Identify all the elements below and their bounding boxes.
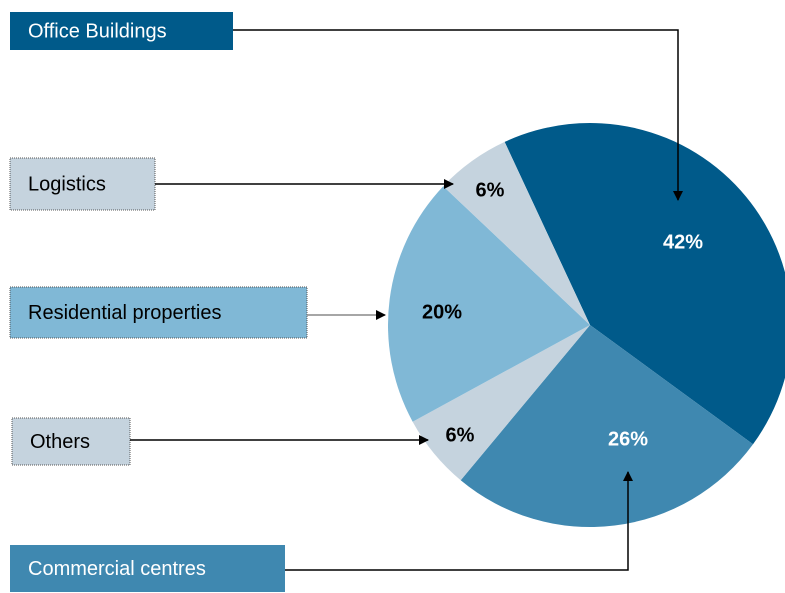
slice-label: 6%: [476, 179, 505, 201]
callout-arrow: [285, 471, 633, 571]
slice-label: 20%: [422, 301, 462, 323]
callout-label: Residential properties: [28, 302, 221, 324]
pie-slice: [504, 123, 785, 445]
callout-box: [9, 286, 308, 339]
pie-slice: [460, 325, 754, 527]
pie-slice: [387, 186, 590, 422]
callout-box: [11, 417, 131, 466]
pie-slice: [443, 141, 590, 325]
callout-box: [10, 12, 233, 50]
callout-box: [9, 157, 156, 211]
callout-arrow: [233, 29, 683, 201]
callout-box: [10, 545, 285, 592]
slice-label: 26%: [608, 428, 648, 450]
slice-label: 42%: [663, 231, 703, 253]
pie-slice: [412, 325, 590, 481]
slice-label: 6%: [446, 424, 475, 446]
callout-label: Office Buildings: [28, 20, 167, 42]
callout-label: Commercial centres: [28, 558, 206, 580]
callout-label: Logistics: [28, 173, 106, 195]
callout-label: Others: [30, 431, 90, 453]
